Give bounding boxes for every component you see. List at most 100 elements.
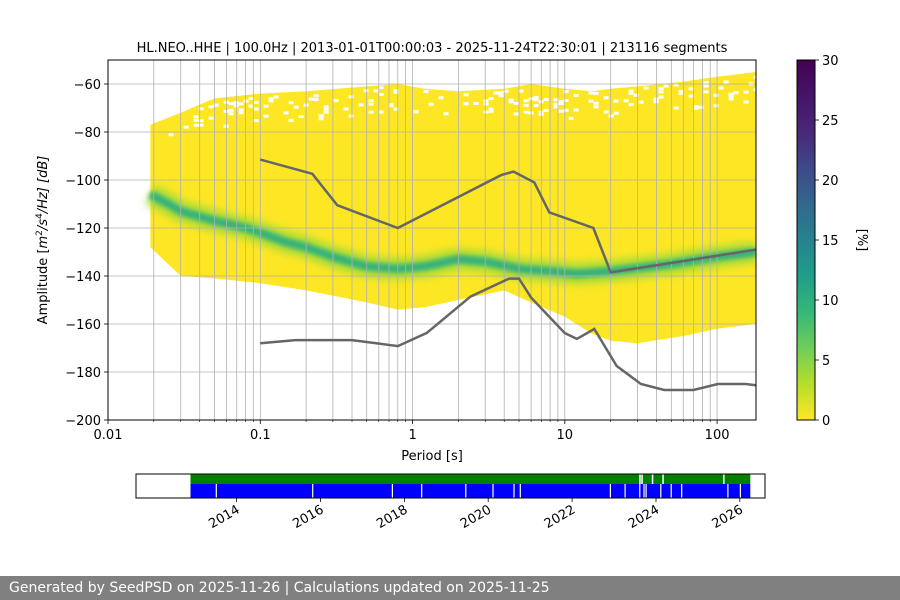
density-gap bbox=[513, 112, 519, 116]
density-gap bbox=[368, 102, 374, 106]
density-gap bbox=[543, 109, 549, 112]
density-gap bbox=[753, 88, 756, 92]
density-gap bbox=[198, 107, 204, 111]
density-gap bbox=[283, 111, 289, 115]
density-gap bbox=[588, 91, 594, 95]
density-gap bbox=[378, 86, 384, 90]
density-gap bbox=[208, 105, 214, 109]
density-gap bbox=[318, 114, 324, 118]
x-tick-label: 10 bbox=[557, 428, 574, 443]
density-gap bbox=[228, 108, 234, 112]
colorbar-tick-label: 0 bbox=[822, 414, 830, 429]
density-gap bbox=[613, 99, 619, 103]
density-gap bbox=[593, 91, 599, 95]
density-gap bbox=[438, 96, 444, 100]
density-gap bbox=[743, 100, 749, 104]
y-tick-label: −100 bbox=[65, 174, 101, 189]
colorbar bbox=[796, 59, 816, 421]
data-availability-timeline bbox=[190, 474, 751, 498]
density-gap bbox=[238, 102, 244, 106]
grid bbox=[107, 60, 756, 421]
density-gap bbox=[713, 93, 719, 97]
density-gap bbox=[228, 112, 234, 116]
density-gap bbox=[588, 99, 594, 103]
density-gap bbox=[413, 110, 419, 114]
y-tick-label: −140 bbox=[65, 270, 101, 285]
density-gap bbox=[518, 89, 524, 93]
x-tick-label: 100 bbox=[705, 428, 730, 443]
density-gap bbox=[378, 110, 384, 114]
density-gap bbox=[498, 94, 504, 98]
density-gap bbox=[743, 90, 749, 94]
density-gap bbox=[673, 106, 679, 110]
chart-title: HL.NEO..HHE | 100.0Hz | 2013-01-01T00:00… bbox=[137, 41, 728, 56]
density-gap bbox=[428, 102, 434, 106]
x-tick-label: 1 bbox=[408, 428, 416, 443]
density-gap bbox=[533, 104, 539, 107]
density-gap bbox=[168, 133, 174, 137]
colorbar-label: [%] bbox=[854, 229, 869, 252]
timeline-gap-lower bbox=[639, 484, 641, 498]
density-gap bbox=[663, 84, 669, 88]
timeline-gap-lower bbox=[421, 484, 423, 498]
timeline-ticks: 2014 2016 2018 2020 2022 2024 2026 bbox=[206, 498, 746, 532]
timeline-bar-upper bbox=[190, 474, 751, 484]
density-gap bbox=[543, 98, 549, 102]
density-gap bbox=[753, 75, 756, 79]
colorbar-tick-label: 25 bbox=[822, 114, 839, 129]
colorbar-tick-label: 10 bbox=[822, 294, 839, 309]
density-gap bbox=[728, 92, 734, 96]
density-gap bbox=[693, 106, 699, 110]
y-tick-label: −200 bbox=[65, 414, 101, 429]
density-gap bbox=[503, 89, 509, 93]
density-gap bbox=[603, 110, 609, 114]
density-gap bbox=[593, 101, 599, 105]
density-gap bbox=[238, 111, 244, 115]
density-gap bbox=[368, 99, 374, 102]
x-tick-label: 0.1 bbox=[250, 428, 271, 443]
timeline-tick-label: 2016 bbox=[290, 502, 326, 532]
density-gap bbox=[253, 119, 259, 123]
timeline-gap-lower bbox=[465, 484, 467, 498]
density-gap bbox=[443, 112, 449, 116]
density-gap bbox=[573, 108, 579, 112]
psd-figure: HL.NEO..HHE | 100.0Hz | 2013-01-01T00:00… bbox=[35, 41, 869, 532]
density-gap bbox=[628, 103, 634, 107]
density-gap bbox=[498, 91, 504, 94]
density-gap bbox=[703, 81, 709, 85]
timeline-tick-label: 2026 bbox=[710, 502, 746, 532]
colorbar-tick-label: 15 bbox=[822, 234, 839, 249]
timeline-gap-lower bbox=[312, 484, 314, 498]
density-gap bbox=[523, 110, 529, 114]
y-tick-label: −180 bbox=[65, 366, 101, 381]
density-gap bbox=[573, 93, 579, 97]
timeline-gap-lower bbox=[670, 484, 672, 498]
density-gap bbox=[483, 110, 489, 114]
density-gap bbox=[733, 91, 739, 95]
density-gap bbox=[263, 104, 269, 108]
timeline-gap-lower bbox=[739, 484, 741, 498]
colorbar-tick-label: 20 bbox=[822, 174, 839, 189]
density-gap bbox=[703, 90, 709, 94]
y-tick-label: −120 bbox=[65, 222, 101, 237]
density-gap bbox=[603, 96, 609, 100]
x-tick-label: 0.01 bbox=[94, 428, 123, 443]
timeline-gap-lower bbox=[519, 484, 521, 498]
density-gap bbox=[508, 100, 514, 104]
density-gap bbox=[268, 97, 274, 100]
timeline-gap-upper bbox=[639, 474, 641, 484]
density-gap bbox=[393, 89, 399, 92]
density-gap bbox=[673, 83, 679, 87]
timeline-gap-upper bbox=[651, 474, 654, 484]
density-gap bbox=[193, 118, 199, 122]
density-gap bbox=[323, 105, 329, 109]
timeline-bar-lower bbox=[190, 484, 751, 498]
density-gap bbox=[193, 123, 199, 127]
density-gap bbox=[253, 101, 259, 104]
density-gap bbox=[628, 91, 634, 95]
timeline-tick-label: 2014 bbox=[206, 502, 242, 532]
density-gap bbox=[368, 110, 374, 114]
psd-density bbox=[145, 72, 756, 344]
density-gap bbox=[523, 99, 529, 103]
density-gap bbox=[688, 87, 694, 91]
